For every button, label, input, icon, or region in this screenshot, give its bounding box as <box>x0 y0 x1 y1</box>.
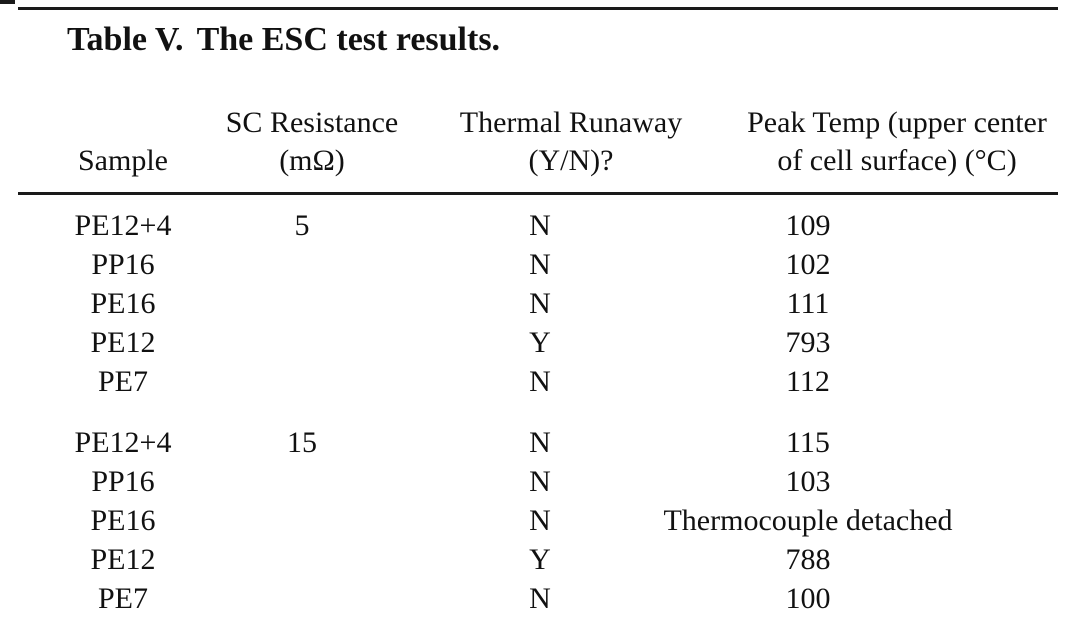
cell-thermal-runaway: N <box>529 465 551 498</box>
cell-thermal-runaway: N <box>529 426 551 459</box>
cell-sample: PE7 <box>97 365 148 398</box>
column-header-sc-resistance-line1: SC Resistance <box>225 106 399 139</box>
cell-sample: PE12+4 <box>74 426 172 459</box>
table-row: PE12 Y 788 <box>0 540 1080 579</box>
cell-sample: PP16 <box>91 248 155 281</box>
column-header-sample-label: Sample <box>78 144 168 177</box>
cell-peak-temp: 111 <box>786 287 830 320</box>
column-header-thermal-runaway: Thermal Runaway (Y/N)? <box>446 104 696 180</box>
table-row: PE16 N 111 <box>0 284 1080 323</box>
cell-peak-temp: 103 <box>785 465 831 498</box>
column-header-peak-temp-line2: of cell surface) (°C) <box>777 144 1017 177</box>
cell-sc-resistance: 5 <box>294 209 310 242</box>
column-header-sample: Sample <box>23 142 223 180</box>
cell-thermal-runaway: N <box>529 582 551 615</box>
cell-peak-temp: 788 <box>785 543 831 576</box>
table-row: PE12+4 5 N 109 <box>0 206 1080 245</box>
cell-peak-temp: 112 <box>786 365 830 398</box>
cell-sample: PE12 <box>90 326 156 359</box>
cell-peak-temp: 100 <box>785 582 831 615</box>
column-header-peak-temp-line1: Peak Temp (upper center <box>747 106 1047 139</box>
cell-thermal-runaway: N <box>529 504 551 537</box>
table-caption: Table V. The ESC test results. <box>67 21 500 58</box>
table-row: PE12 Y 793 <box>0 323 1080 362</box>
cell-thermal-runaway: N <box>529 365 551 398</box>
cell-peak-temp: 102 <box>785 248 831 281</box>
column-header-thermal-runaway-line2: (Y/N)? <box>528 144 614 177</box>
cell-thermal-runaway: N <box>529 248 551 281</box>
cell-sample: PE7 <box>97 582 148 615</box>
header-divider-rule <box>18 192 1058 195</box>
table-row: PP16 N 102 <box>0 245 1080 284</box>
cell-thermal-runaway: N <box>529 287 551 320</box>
cell-peak-temp: 793 <box>785 326 831 359</box>
table-row: PE16 N Thermocouple detached <box>0 501 1080 540</box>
cell-sample: PE12+4 <box>74 209 172 242</box>
cell-sample: PE16 <box>90 504 156 537</box>
cell-sample: PE12 <box>90 543 156 576</box>
column-header-peak-temp: Peak Temp (upper center of cell surface)… <box>722 104 1072 180</box>
table-row: PE7 N 100 <box>0 579 1080 618</box>
table-caption-title: The ESC test results. <box>196 21 501 58</box>
cell-peak-temp: Thermocouple detached <box>663 504 953 537</box>
column-header-thermal-runaway-line1: Thermal Runaway <box>459 106 683 139</box>
cell-peak-temp: 115 <box>786 426 830 459</box>
cell-sc-resistance: 15 <box>287 426 317 459</box>
cell-sample: PE16 <box>90 287 156 320</box>
cell-thermal-runaway: N <box>529 209 551 242</box>
cell-peak-temp: 109 <box>785 209 831 242</box>
column-header-sc-resistance: SC Resistance (mΩ) <box>212 104 412 180</box>
cell-thermal-runaway: Y <box>529 326 551 359</box>
cell-thermal-runaway: Y <box>529 543 551 576</box>
table-top-rule <box>18 7 1058 10</box>
column-header-sc-resistance-line2: (mΩ) <box>279 144 345 177</box>
table-row: PP16 N 103 <box>0 462 1080 501</box>
top-left-crop-artifact <box>0 0 15 4</box>
table-row: PE12+4 15 N 115 <box>0 423 1080 462</box>
table-row: PE7 N 112 <box>0 362 1080 401</box>
table-caption-label: Table V. <box>67 21 184 58</box>
cell-sample: PP16 <box>91 465 155 498</box>
table-body: PE12+4 5 N 109 PP16 N 102 PE16 N 111 PE1… <box>0 206 1080 618</box>
